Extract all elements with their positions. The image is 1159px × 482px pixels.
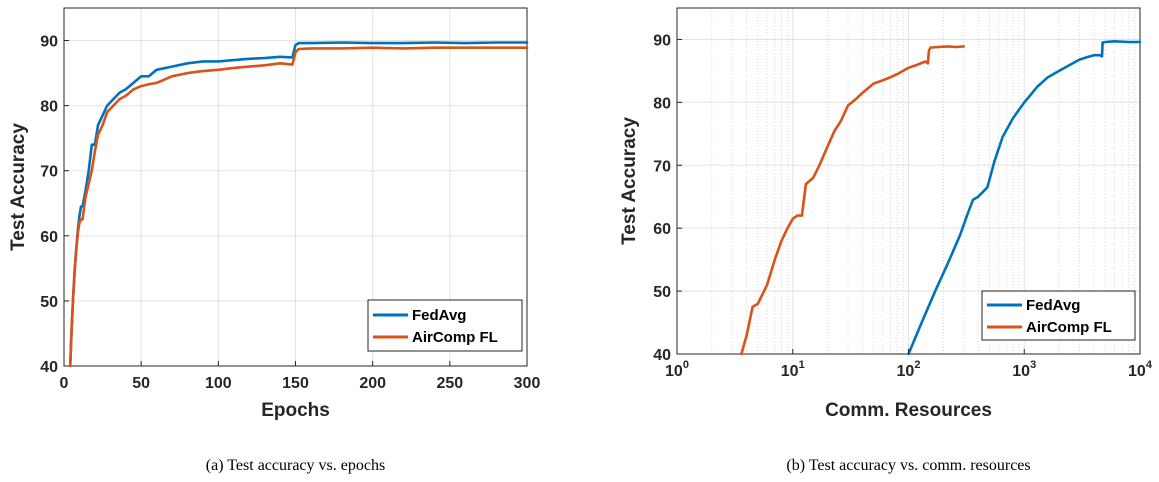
panel-b-caption: (b) Test accuracy vs. comm. resources [786,457,1030,474]
panel-a-caption: (a) Test accuracy vs. epochs [206,457,385,474]
panel-a-y-tick-label: 80 [40,99,58,116]
panel-a-x-tick-label: 100 [205,375,232,392]
panel-a-x-tick-label: 150 [282,375,309,392]
panel-b-y-tick-label: 70 [653,158,671,175]
panel-b-y-tick-label: 50 [653,284,671,301]
panel-b-legend-label-fedavg: FedAvg [1026,297,1080,314]
panel-a-legend-label-fedavg: FedAvg [412,307,466,324]
panel-a-legend-label-aircomp: AirComp FL [412,329,498,346]
panel-a-ticks: 40 50 60 70 80 90 0 50 100 150 200 250 300 [40,34,540,392]
panel-b-y-tick-label: 60 [653,221,671,238]
panel-b-x-tick-label: 102 [897,359,921,380]
panel-a-chart: 40 50 60 70 80 90 0 50 100 150 200 250 300 Epochs Te… [8,7,540,474]
panel-b-series-line-fedavg [907,39,1142,356]
panel-a-x-tick-label: 200 [359,375,386,392]
panel-a-y-tick-label: 40 [40,359,58,376]
panel-a-x-tick-label: 0 [60,375,69,392]
panel-a-x-tick-label: 250 [436,375,463,392]
panel-b-chart: 40 50 60 70 80 90 100 101 102 103 104 Comm. Resour… [619,7,1153,474]
panel-b-ticks: 40 50 60 70 80 90 100 101 102 103 104 [653,32,1153,380]
panel-b-x-tick-label: 104 [1128,359,1153,380]
panel-a-y-tick-label: 50 [40,294,58,311]
panel-a-legend: FedAvg AirComp FL [367,299,523,352]
panel-a-y-tick-label: 60 [40,229,58,246]
panel-b-y-tick-label: 40 [653,347,671,364]
panel-a-x-tick-label: 300 [514,375,541,392]
panel-a-series [68,41,529,368]
panel-b-legend: FedAvg AirComp FL [981,290,1136,341]
panel-a-x-tick-label: 50 [132,375,150,392]
panel-a-y-tick-label: 70 [40,164,58,181]
panel-b-series-line-aircomp [740,45,966,356]
panel-a-series-line-fedavg [68,41,529,368]
panel-b-x-tick-label: 100 [665,359,689,380]
panel-a-y-axis-label: Test Accuracy [8,123,29,251]
panel-b-legend-box [981,290,1136,341]
panel-b-series [740,39,1142,356]
panel-b-x-tick-label: 101 [781,359,805,380]
panel-b-x-axis-label: Comm. Resources [825,400,992,421]
panel-a-y-tick-label: 90 [40,34,58,51]
panel-b-y-tick-label: 80 [653,95,671,112]
panel-b-x-tick-label: 103 [1012,359,1036,380]
panel-b-legend-label-aircomp: AirComp FL [1026,319,1112,336]
panel-a-series-line-aircomp [68,46,529,368]
panel-b-y-axis-label: Test Accuracy [619,117,640,245]
panel-a-x-axis-label: Epochs [261,400,330,421]
panel-b-y-tick-label: 90 [653,32,671,49]
panel-a-legend-box [367,299,523,352]
